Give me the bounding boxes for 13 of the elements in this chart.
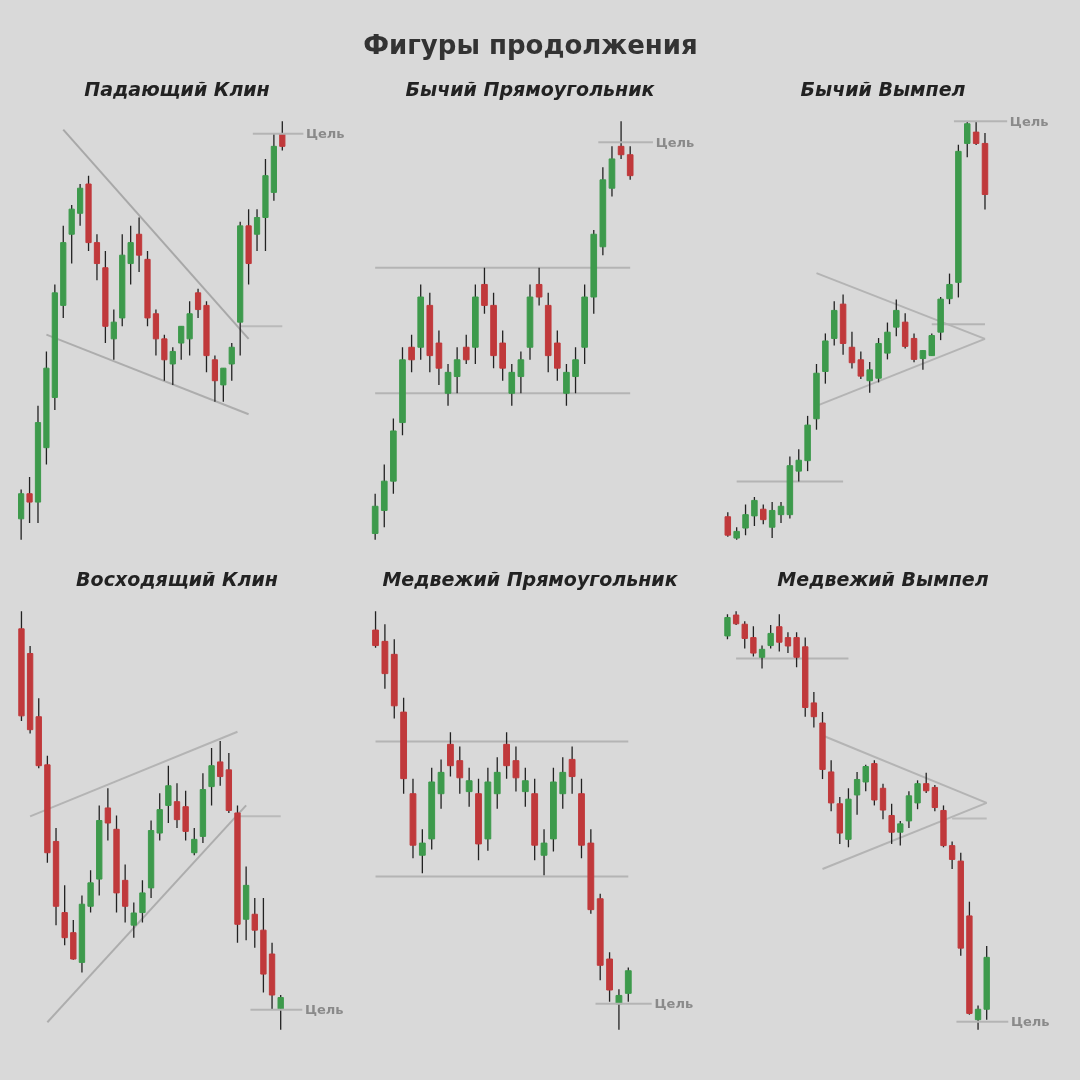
ref-line-label: Цель [654,996,694,1012]
ref-line-label: Цель [304,1002,344,1018]
chart-title: Медвежий Прямоугольник [382,567,679,590]
ref-line-label: Цель [1009,113,1049,129]
chart-title: Бычий Прямоугольник [405,77,656,100]
chart-title: Медвежий Вымпел [777,567,989,590]
ref-line-label: Цель [655,134,695,150]
chart-title: Падающий Клин [84,77,270,100]
chart-title: Восходящий Клин [76,567,278,590]
ref-line-label: Цель [305,126,345,142]
chart-title: Бычий Вымпел [800,77,966,100]
ref-line-label: Цель [1010,1014,1050,1030]
text: Фигуры продолжения [363,29,698,60]
